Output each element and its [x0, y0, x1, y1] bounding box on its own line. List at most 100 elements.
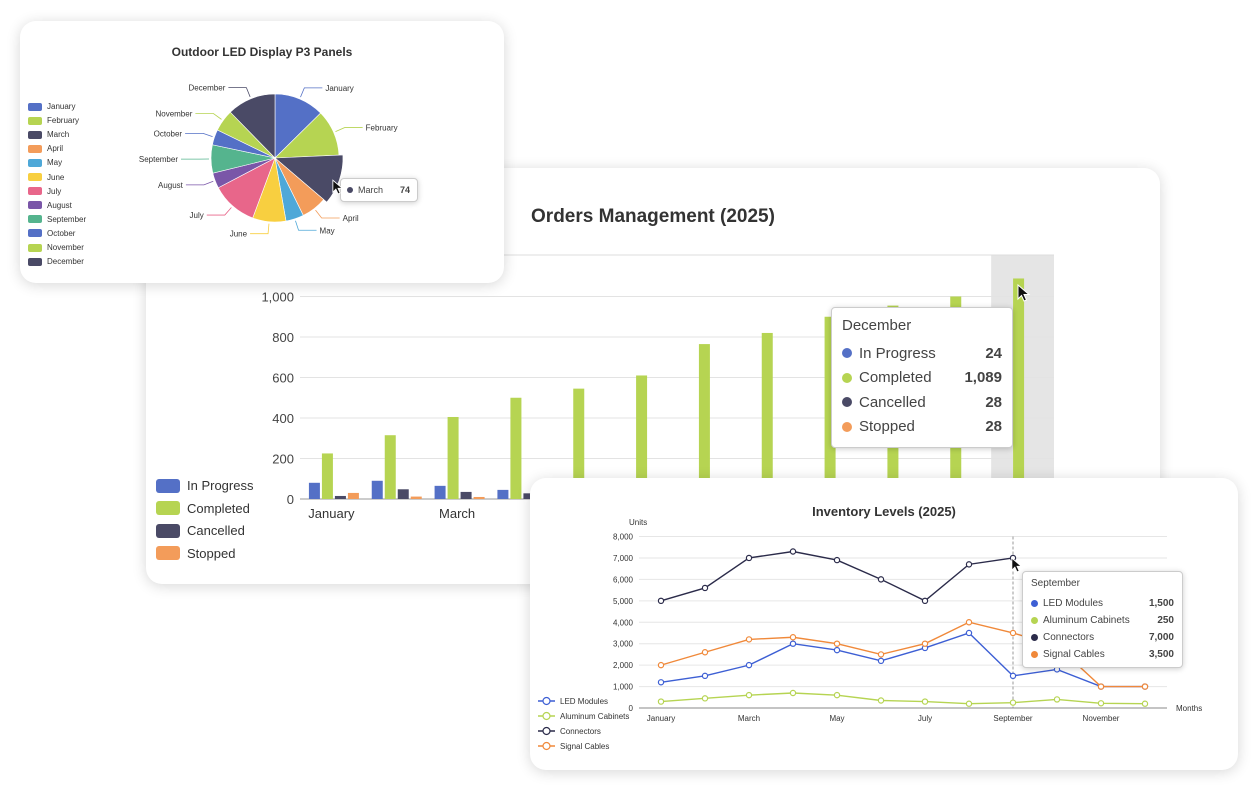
- bar-completed: [761, 332, 773, 499]
- bar-stopped: [347, 492, 359, 499]
- data-point-led-modules: [1009, 672, 1017, 680]
- y-tick-label: 600: [272, 371, 294, 386]
- series-line-aluminum-cabinets: [660, 692, 1146, 705]
- legend-item: Connectors: [538, 726, 601, 736]
- data-point-connectors: [789, 548, 797, 555]
- data-point-aluminum-cabinets: [789, 689, 797, 697]
- bar-completed: [573, 388, 585, 499]
- y-tick-label: 0: [287, 492, 294, 507]
- bar-completed: [636, 375, 648, 499]
- legend-swatch: [156, 546, 180, 560]
- data-point-signal-cables: [701, 649, 709, 656]
- legend-swatch: [28, 158, 42, 167]
- data-point-aluminum-cabinets: [921, 698, 929, 705]
- data-point-signal-cables: [877, 651, 885, 658]
- tooltip-label: Stopped: [859, 418, 915, 436]
- tooltip-label: LED Modules: [1043, 598, 1104, 609]
- data-point-aluminum-cabinets: [1009, 699, 1017, 706]
- mouse-cursor-icon: [332, 179, 344, 195]
- legend-item: In Progress: [156, 478, 253, 493]
- legend-label: September: [47, 214, 87, 224]
- data-point-connectors: [965, 561, 973, 568]
- inventory-line-chart[interactable]: Units Months 0 1,000 2,000 3,000 4,000 5,000 6,0…: [530, 478, 1238, 770]
- x-tick-label: July: [918, 714, 932, 723]
- legend-swatch: [28, 144, 42, 153]
- bar-completed: [447, 416, 459, 499]
- legend-marker: [542, 696, 551, 706]
- legend-item: Stopped: [156, 546, 235, 561]
- pie-slice-label: August: [158, 181, 184, 190]
- pie-slice-label: November: [155, 110, 192, 119]
- legend-item: Signal Cables: [538, 741, 609, 751]
- legend-line-icon: [538, 711, 555, 721]
- tooltip-dot: [842, 397, 852, 408]
- pie-label-line: [295, 220, 317, 231]
- data-point-aluminum-cabinets: [745, 691, 753, 699]
- legend-swatch: [28, 130, 42, 139]
- tooltip-label: In Progress: [859, 344, 936, 362]
- bar-stopped: [473, 496, 485, 499]
- bar-completed: [1013, 278, 1025, 499]
- data-point-signal-cables: [1009, 629, 1017, 637]
- bar-completed: [824, 316, 836, 499]
- legend-swatch: [156, 523, 180, 538]
- legend-item: Aluminum Cabinets: [538, 711, 629, 721]
- tooltip-dot: [1031, 600, 1038, 607]
- legend-label: Stopped: [187, 545, 236, 561]
- tooltip-row: Signal Cables 3,500: [1031, 646, 1174, 663]
- tooltip-label: March: [358, 185, 384, 195]
- orders-tooltip: December In Progress 24 Completed 1,089 Canc…: [831, 307, 1013, 448]
- tooltip-dot: [842, 421, 852, 432]
- pie-slice: [274, 154, 344, 203]
- pie-label-line: [185, 132, 213, 137]
- series-line-led-modules: [660, 632, 1145, 688]
- bar-cancelled: [397, 489, 409, 499]
- bar-stopped: [410, 496, 422, 499]
- bar-in-progress: [434, 485, 446, 499]
- tooltip-dot: [842, 372, 852, 383]
- legend-item: September: [28, 215, 86, 224]
- y-tick-label: 400: [272, 411, 294, 426]
- bar-completed: [321, 453, 333, 499]
- tooltip-row: Connectors 7,000: [1031, 629, 1174, 646]
- pie-slice-label: July: [190, 211, 204, 220]
- legend-label: June: [47, 172, 65, 182]
- y-tick-label: 0: [629, 704, 634, 713]
- legend-item: Completed: [156, 501, 250, 516]
- data-point-connectors: [745, 554, 753, 562]
- pie-slice-label: February: [366, 124, 398, 133]
- x-tick-label: January: [308, 506, 355, 521]
- legend-label: Completed: [187, 500, 250, 516]
- legend-swatch: [28, 257, 42, 266]
- inventory-chart-card: Inventory Levels (2025) Units Months 0 1,00…: [530, 478, 1238, 770]
- legend-label: Cancelled: [187, 523, 245, 538]
- data-point-aluminum-cabinets: [833, 691, 841, 699]
- tooltip-value: 28: [985, 393, 1002, 411]
- data-point-aluminum-cabinets: [965, 700, 973, 707]
- data-point-connectors: [657, 597, 665, 605]
- legend-label: Connectors: [560, 726, 601, 736]
- tooltip-value: 1,500: [1148, 598, 1174, 609]
- pie-tooltip: March 74: [340, 178, 418, 202]
- pie-label-line: [315, 209, 340, 219]
- pie-chart[interactable]: January February March April May June July Augu…: [20, 21, 504, 283]
- data-point-led-modules: [965, 629, 973, 637]
- legend-label: February: [47, 116, 80, 126]
- legend-label: August: [47, 200, 72, 210]
- data-point-aluminum-cabinets: [1141, 700, 1149, 707]
- tooltip-dot: [347, 187, 353, 193]
- data-point-led-modules: [657, 679, 665, 686]
- pie-label-line: [185, 180, 214, 186]
- tooltip-value: 250: [1157, 615, 1174, 626]
- legend-label: Signal Cables: [560, 741, 610, 751]
- legend-label: December: [47, 257, 84, 267]
- y-tick-label: 7,000: [613, 554, 634, 563]
- tooltip-label: Aluminum Cabinets: [1043, 615, 1130, 626]
- data-point-led-modules: [701, 672, 709, 680]
- pie-slice-label: May: [320, 226, 335, 235]
- legend-item: May: [28, 158, 62, 167]
- pie-label-line: [228, 87, 251, 98]
- tooltip-row: LED Modules 1,500: [1031, 595, 1174, 612]
- data-point-connectors: [701, 584, 709, 592]
- tooltip-value: 3,500: [1148, 649, 1174, 660]
